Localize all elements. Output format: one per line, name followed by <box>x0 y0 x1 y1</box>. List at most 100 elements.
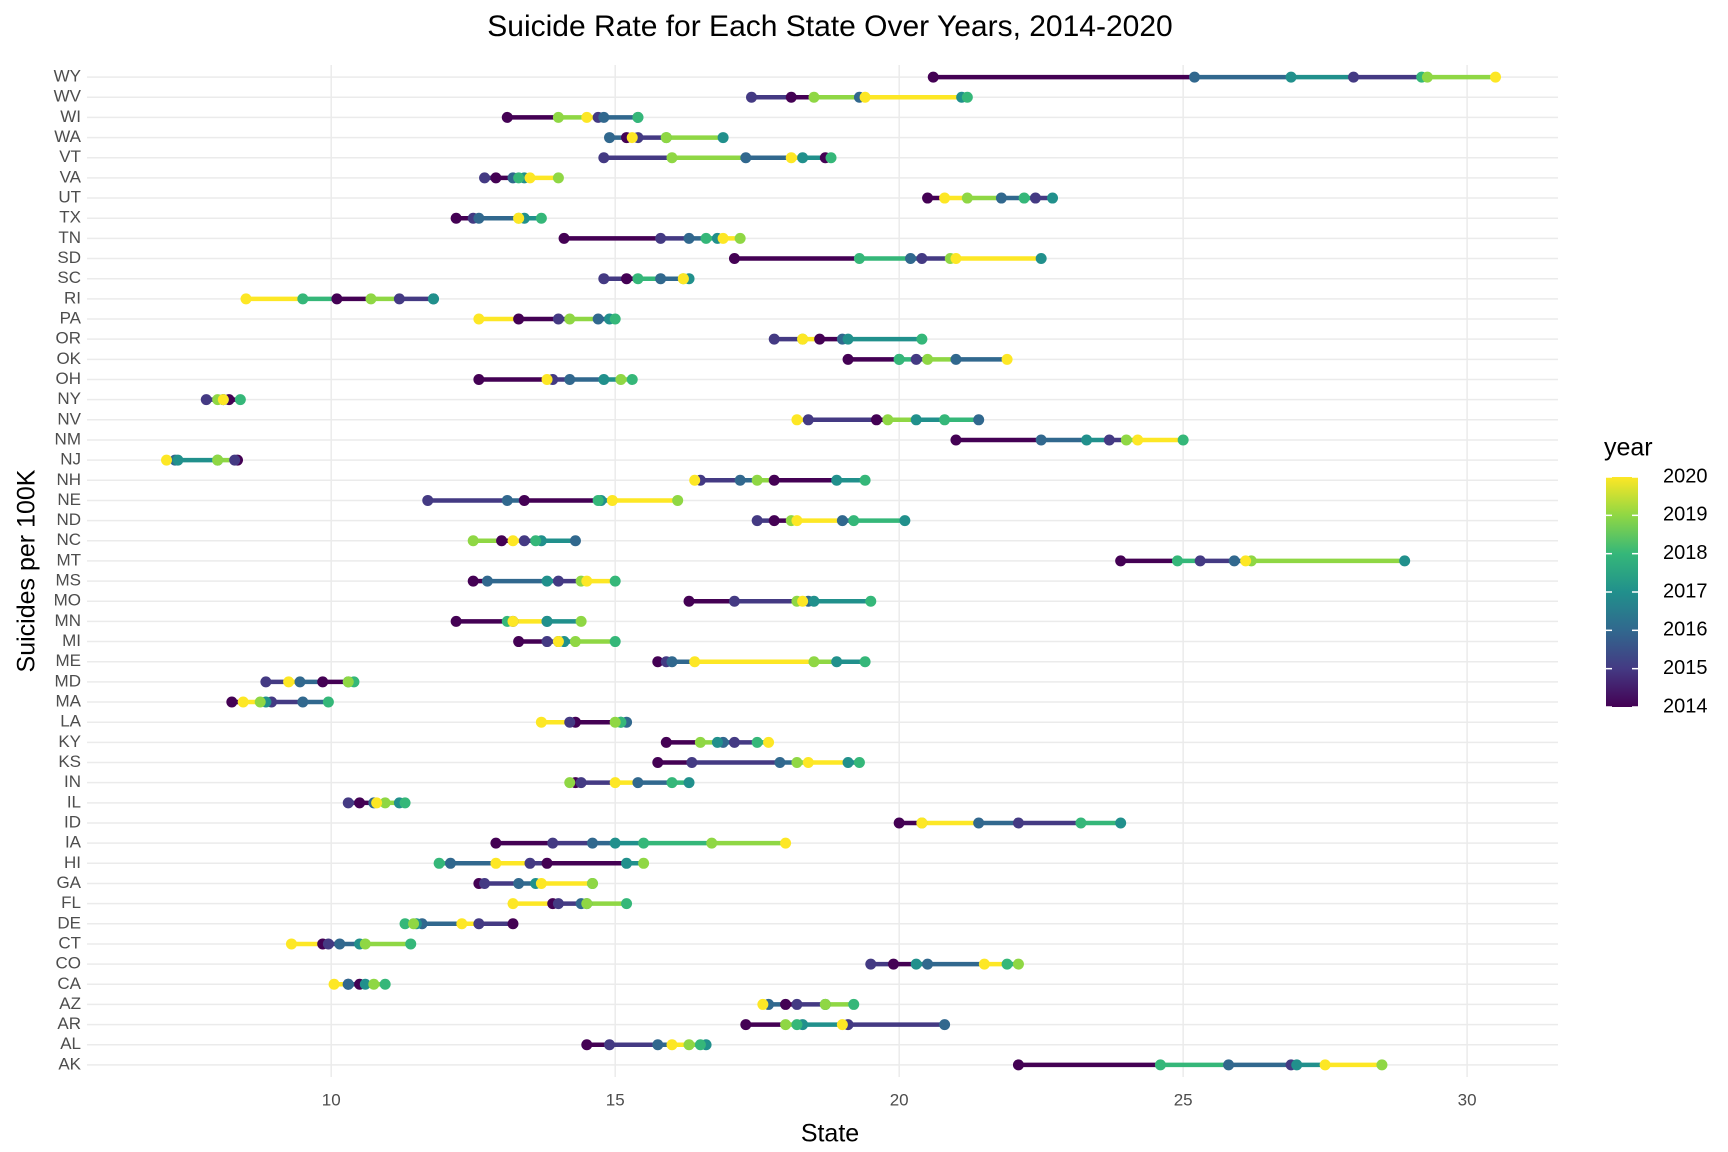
dot <box>592 313 604 325</box>
dot <box>552 898 564 910</box>
dot <box>1115 555 1127 567</box>
dot <box>405 938 417 950</box>
dot <box>564 313 576 325</box>
dot <box>322 696 334 708</box>
dot <box>524 172 536 184</box>
y-tick-label: DE <box>57 913 81 932</box>
dot <box>496 535 508 547</box>
dot <box>1177 434 1189 446</box>
dot <box>328 978 340 990</box>
dot <box>575 615 587 627</box>
dot <box>626 132 638 144</box>
y-tick-label: MD <box>55 671 81 690</box>
dot <box>950 434 962 446</box>
dot <box>677 273 689 285</box>
dot <box>342 978 354 990</box>
y-tick-label: NE <box>57 490 81 509</box>
dot <box>694 1039 706 1051</box>
y-tick-label: PA <box>60 308 82 327</box>
dot <box>865 958 877 970</box>
dot <box>927 71 939 83</box>
y-tick-label: IA <box>65 833 82 852</box>
dot <box>859 91 871 103</box>
dot <box>393 293 405 305</box>
dot <box>785 152 797 164</box>
y-tick-label: WA <box>54 127 81 146</box>
dot <box>808 595 820 607</box>
dot <box>371 797 383 809</box>
dot <box>541 373 553 385</box>
dot <box>479 877 491 889</box>
dot <box>893 353 905 365</box>
dot <box>652 1039 664 1051</box>
dot <box>1047 192 1059 204</box>
dot <box>473 373 485 385</box>
y-tick-label: MO <box>54 591 81 610</box>
dot <box>501 494 513 506</box>
y-tick-label: AL <box>60 1034 81 1053</box>
dot <box>655 273 667 285</box>
dot <box>490 837 502 849</box>
dot <box>1189 71 1201 83</box>
dot <box>728 595 740 607</box>
dot <box>757 998 769 1010</box>
y-tick-label: TN <box>58 228 81 247</box>
y-tick-label: MI <box>62 631 81 650</box>
dot <box>950 353 962 365</box>
legend-title: year <box>1604 434 1653 462</box>
y-tick-label: KS <box>58 752 81 771</box>
dot <box>910 353 922 365</box>
dot <box>751 736 763 748</box>
dot <box>254 696 266 708</box>
dot <box>1035 253 1047 265</box>
dot <box>910 958 922 970</box>
dot <box>399 918 411 930</box>
y-axis-title: Suicides per 100K <box>13 469 41 672</box>
dot <box>632 273 644 285</box>
y-tick-label: GA <box>56 873 81 892</box>
y-tick-label: WY <box>54 67 81 86</box>
dot <box>689 656 701 668</box>
y-tick-label: NC <box>56 530 81 549</box>
dot <box>1103 434 1115 446</box>
y-tick-label: AZ <box>59 994 81 1013</box>
dot <box>836 515 848 527</box>
dot <box>161 454 173 466</box>
dot <box>586 877 598 889</box>
dot <box>598 373 610 385</box>
dot <box>1240 555 1252 567</box>
dot <box>331 293 343 305</box>
dot <box>1399 555 1411 567</box>
dot <box>808 656 820 668</box>
y-tick-label: IL <box>67 792 81 811</box>
y-tick-label: MT <box>56 550 81 569</box>
dot <box>734 232 746 244</box>
dot <box>638 857 650 869</box>
dot <box>1194 555 1206 567</box>
dot <box>1029 192 1041 204</box>
dot <box>973 817 985 829</box>
dot <box>1421 71 1433 83</box>
dot <box>217 394 229 406</box>
dot <box>354 797 366 809</box>
dot <box>1075 817 1087 829</box>
dot <box>660 132 672 144</box>
y-tick-label: KY <box>58 732 81 751</box>
y-tick-label: IN <box>64 772 81 791</box>
dot <box>740 1019 752 1031</box>
dot <box>666 1039 678 1051</box>
chart-title: Suicide Rate for Each State Over Years, … <box>487 10 1172 43</box>
dot <box>379 978 391 990</box>
dot <box>606 494 618 506</box>
dot <box>1035 434 1047 446</box>
dot <box>1012 817 1024 829</box>
dot <box>995 192 1007 204</box>
dot <box>1348 71 1360 83</box>
dot <box>535 716 547 728</box>
dot <box>973 414 985 426</box>
dot <box>586 837 598 849</box>
dot <box>581 898 593 910</box>
dot <box>368 978 380 990</box>
y-tick-label: ID <box>64 812 81 831</box>
